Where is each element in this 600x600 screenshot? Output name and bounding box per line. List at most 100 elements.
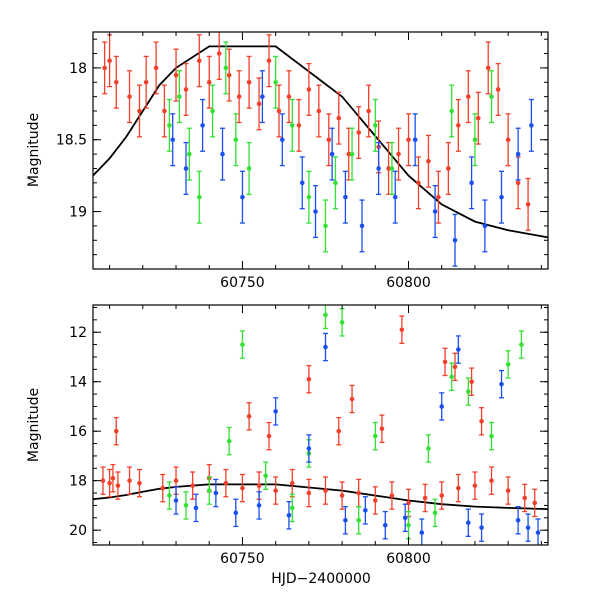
data-point-blue xyxy=(362,496,368,525)
data-point-red xyxy=(455,473,461,503)
data-point-blue xyxy=(342,170,348,224)
data-point-red xyxy=(266,34,272,88)
upper-y-axis-label: Magnitude xyxy=(26,113,42,187)
data-point-blue xyxy=(452,213,458,267)
data-point-blue xyxy=(220,127,226,181)
data-point-red xyxy=(136,468,142,498)
data-point-blue xyxy=(535,518,541,545)
data-point-green xyxy=(226,426,232,456)
data-point-green xyxy=(183,491,189,520)
lower-y-axis-label: Magnitude xyxy=(26,388,42,462)
data-point-red xyxy=(396,127,402,181)
data-point-green xyxy=(406,510,412,540)
data-point-red xyxy=(276,84,282,138)
data-point-blue xyxy=(525,513,531,542)
data-point-red xyxy=(489,466,495,495)
data-point-blue xyxy=(482,199,488,253)
data-point-green xyxy=(489,70,495,124)
data-point-green xyxy=(349,127,355,181)
data-point-red xyxy=(306,478,312,508)
data-point-green xyxy=(465,377,471,406)
data-point-red xyxy=(107,34,113,88)
data-point-blue xyxy=(499,170,505,224)
data-point-green xyxy=(306,170,312,224)
data-point-green xyxy=(432,498,438,528)
data-point-red xyxy=(190,471,196,500)
data-point-blue xyxy=(329,127,335,181)
data-point-red xyxy=(100,466,106,495)
data-point-red xyxy=(216,32,222,81)
data-point-red xyxy=(442,347,448,377)
data-point-red xyxy=(336,91,342,145)
data-point-red xyxy=(115,471,121,500)
model-curve xyxy=(93,45,548,239)
data-point-red xyxy=(435,170,441,224)
data-point-blue xyxy=(402,503,408,533)
data-point-red xyxy=(107,468,113,498)
data-point-green xyxy=(389,141,395,195)
data-point-red xyxy=(532,488,538,518)
data-point-red xyxy=(110,463,116,493)
data-point-green xyxy=(372,98,378,152)
data-point-red xyxy=(472,471,478,500)
data-point-blue xyxy=(256,491,262,520)
data-point-red xyxy=(326,113,332,167)
data-point-red xyxy=(236,70,242,124)
data-point-red xyxy=(452,352,458,382)
data-point-red xyxy=(289,468,295,498)
y-tick-label: 18 xyxy=(69,61,87,77)
data-point-red xyxy=(256,77,262,131)
data-point-green xyxy=(176,70,182,124)
data-point-blue xyxy=(376,141,382,195)
data-point-red xyxy=(153,41,159,95)
data-point-blue xyxy=(170,113,176,167)
data-point-red xyxy=(465,70,471,124)
data-point-red xyxy=(399,315,405,345)
data-point-red xyxy=(505,476,511,505)
data-point-red xyxy=(239,473,245,503)
data-point-green xyxy=(449,362,455,392)
data-point-blue xyxy=(313,185,319,239)
data-point-green xyxy=(518,330,524,359)
data-point-green xyxy=(425,434,431,463)
data-point-red xyxy=(356,478,362,508)
data-point-blue xyxy=(432,185,438,239)
data-point-blue xyxy=(499,369,505,399)
data-point-red xyxy=(439,481,445,510)
data-point-blue xyxy=(233,498,239,528)
data-point-green xyxy=(289,493,295,523)
data-point-red xyxy=(349,384,355,414)
data-point-red xyxy=(415,156,421,210)
data-point-red xyxy=(322,476,328,505)
data-point-green xyxy=(372,421,378,451)
data-point-red xyxy=(286,70,292,124)
x-tick-label: 60750 xyxy=(220,551,265,567)
data-point-red xyxy=(445,141,451,195)
data-point-red xyxy=(136,84,142,138)
data-point-red xyxy=(495,62,501,116)
data-point-blue xyxy=(273,397,279,426)
data-point-red xyxy=(406,113,412,167)
data-point-blue xyxy=(515,505,521,535)
data-point-red xyxy=(316,84,322,138)
data-point-blue xyxy=(306,434,312,463)
data-point-blue xyxy=(359,199,365,253)
data-point-red xyxy=(485,41,491,95)
data-point-blue xyxy=(259,70,265,124)
data-point-red xyxy=(246,55,252,109)
data-point-red xyxy=(455,98,461,152)
data-point-red xyxy=(522,483,528,513)
data-point-green xyxy=(472,113,478,167)
data-point-green xyxy=(322,199,328,253)
lower-light-curve-panel: 60750 60800 12 14 16 18 20 Magnitude HJD−24000… xyxy=(26,304,549,587)
data-point-blue xyxy=(342,505,348,535)
data-point-green xyxy=(186,127,192,181)
data-point-red xyxy=(127,70,133,124)
data-point-red xyxy=(505,113,511,167)
data-point-green xyxy=(339,308,345,337)
y-tick-label: 14 xyxy=(69,375,87,391)
data-point-green xyxy=(210,84,216,138)
data-point-red xyxy=(469,367,475,396)
data-point-green xyxy=(505,350,511,379)
data-point-blue xyxy=(419,518,425,545)
